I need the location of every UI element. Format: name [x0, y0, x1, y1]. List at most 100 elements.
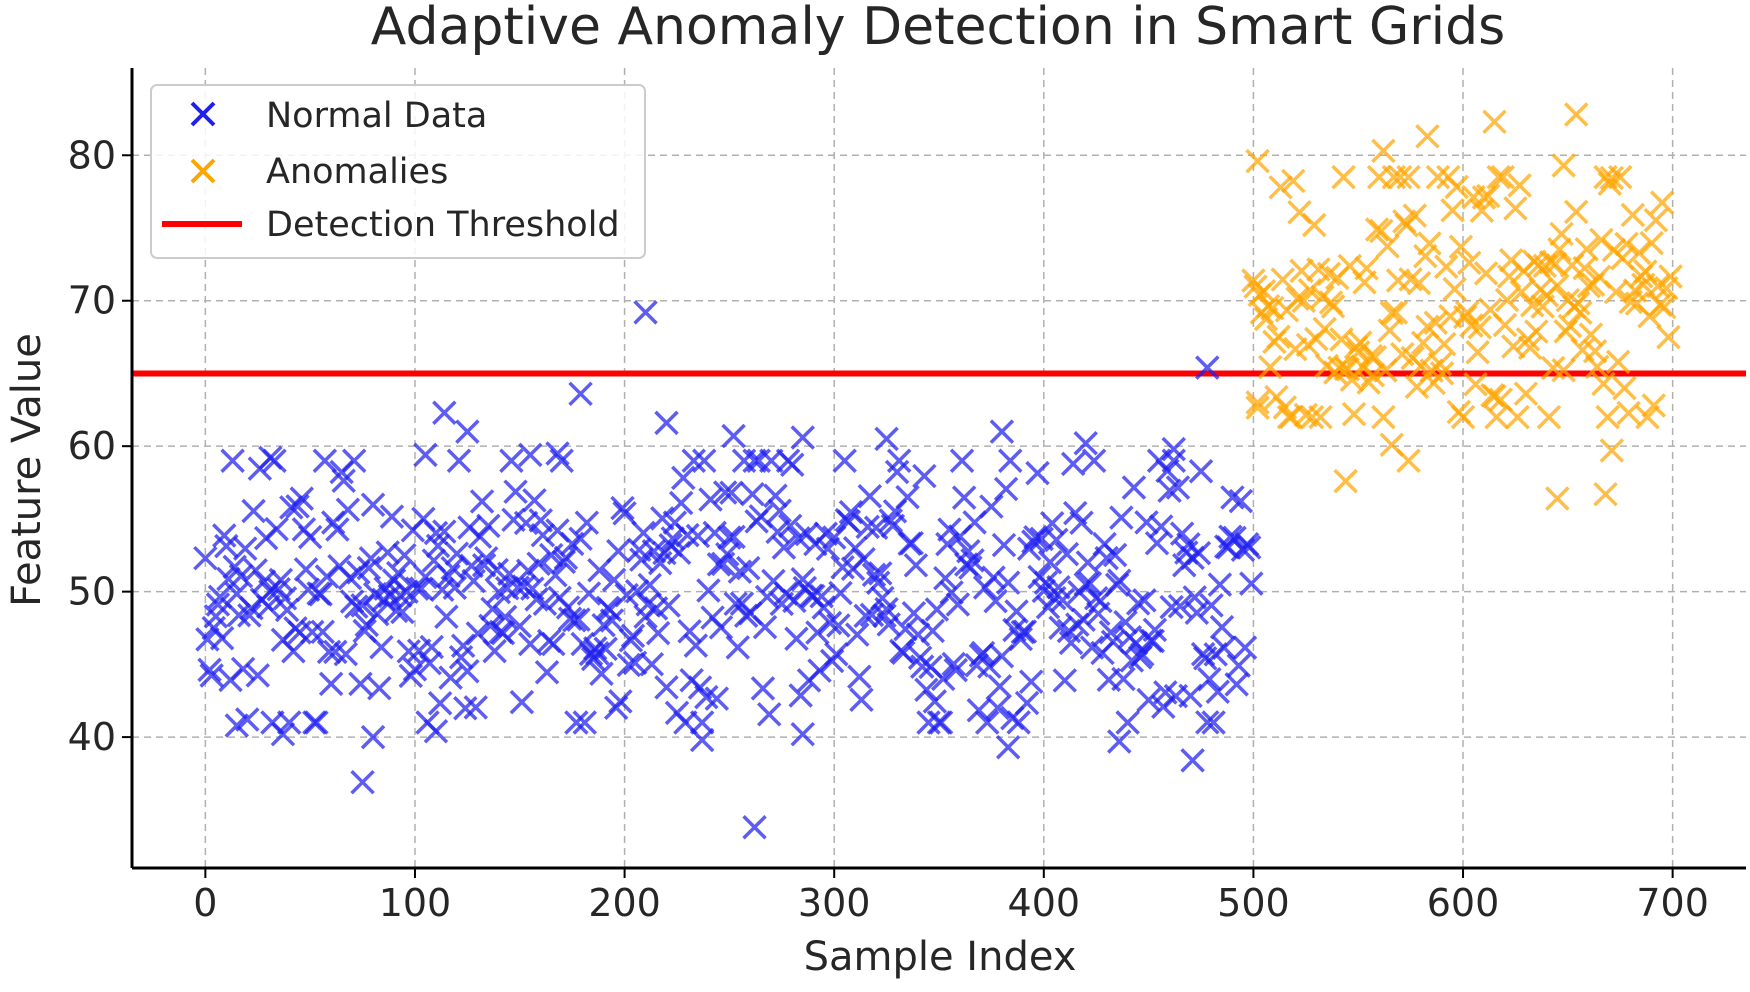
anomalies-point — [1656, 324, 1681, 350]
normal-data-point — [1016, 536, 1042, 561]
anomalies-point — [1610, 246, 1635, 271]
normal-data-point — [857, 484, 883, 509]
normal-data-point — [746, 448, 771, 473]
anomalies-point — [1467, 315, 1493, 340]
anomalies-point — [1301, 212, 1327, 238]
normal-data-point — [564, 710, 589, 735]
legend-item-anomalies: Anomalies — [190, 152, 448, 192]
normal-data-point — [1077, 571, 1103, 596]
anomalies-point — [1492, 312, 1518, 338]
normal-data-point — [1184, 600, 1210, 626]
normal-data-point — [683, 633, 709, 658]
anomalies-point — [1444, 174, 1469, 200]
normal-data-point — [541, 631, 566, 657]
anomalies-point — [1505, 404, 1530, 430]
anomalies-outlier-point — [1371, 138, 1396, 164]
normal-data-point — [331, 468, 356, 493]
normal-data-point — [1165, 475, 1191, 500]
normal-data-point — [402, 657, 428, 682]
anomalies-point — [1568, 300, 1593, 325]
normal-data-point — [369, 634, 394, 660]
normal-data-point — [1058, 630, 1084, 656]
normal-data-point — [469, 489, 495, 514]
anomalies-point — [1612, 375, 1637, 401]
normal-data-point — [721, 524, 746, 550]
normal-data-point — [1069, 510, 1094, 535]
normal-data-point — [297, 524, 323, 550]
normal-data-point — [995, 570, 1021, 595]
normal-data-point — [348, 671, 373, 697]
normal-data-point — [1031, 578, 1057, 604]
anomalies-point — [1369, 218, 1394, 244]
anomalies-outlier-point — [1545, 486, 1570, 511]
anomalies-point — [1551, 358, 1576, 383]
normal-data-point — [668, 490, 694, 516]
anomalies-point — [1417, 231, 1442, 256]
normal-data-point — [606, 538, 631, 564]
normal-data-point — [983, 588, 1008, 614]
normal-data-point — [515, 558, 541, 584]
normal-data-point — [232, 536, 258, 561]
normal-data-point — [1136, 687, 1161, 713]
x-tick-label-4: 400 — [1008, 881, 1081, 925]
normal-data-point — [442, 575, 468, 600]
normal-data-point — [499, 448, 524, 473]
normal-data-outlier-point — [790, 425, 815, 450]
normal-data-point — [941, 651, 966, 677]
normal-data-point — [530, 522, 556, 548]
anomalies-point — [1406, 270, 1432, 296]
normal-data-point — [930, 666, 956, 692]
normal-data-point — [526, 551, 551, 577]
normal-data-point — [344, 594, 369, 619]
anomalies-point — [1341, 401, 1367, 427]
anomalies-point — [1356, 370, 1381, 395]
normal-data-point — [318, 671, 344, 697]
normal-data-outlier-point — [989, 419, 1015, 444]
anomalies-point — [1371, 404, 1396, 430]
normal-data-point — [694, 684, 719, 710]
normal-data-outlier-point — [568, 381, 593, 407]
normal-data-point — [1211, 635, 1237, 660]
normal-data-point — [385, 560, 411, 586]
legend-item-detection-threshold: Detection Threshold — [162, 205, 620, 245]
normal-data-point — [325, 517, 350, 542]
normal-data-point — [471, 552, 497, 578]
normal-data-point — [765, 519, 790, 545]
normal-data-outlier-point — [874, 426, 899, 452]
normal-data-point — [1186, 540, 1212, 566]
normal-data-point — [949, 448, 975, 473]
y-tick-label-3: 70 — [68, 279, 116, 323]
normal-data-point — [492, 604, 518, 630]
normal-data-point — [608, 689, 633, 714]
normal-data-point — [419, 634, 444, 660]
normal-data-point — [480, 596, 505, 622]
normal-data-outlier-point — [455, 419, 480, 444]
normal-data-point — [788, 683, 813, 708]
normal-data-point — [991, 532, 1017, 558]
normal-data-point — [1144, 530, 1170, 556]
anomalies-point — [1482, 384, 1507, 409]
normal-data-point — [998, 448, 1023, 473]
y-tick-label-4: 80 — [68, 133, 116, 177]
normal-data-point — [205, 592, 231, 617]
normal-data-point — [985, 695, 1010, 721]
normal-data-point — [1050, 587, 1075, 613]
normal-data-point — [1094, 545, 1119, 571]
anomalies-point — [1597, 171, 1622, 197]
normal-data-point — [681, 448, 706, 473]
y-tick-label-2: 60 — [68, 424, 116, 468]
anomalies-point — [1486, 164, 1511, 190]
normal-data-point — [780, 452, 805, 477]
normal-data-point — [549, 448, 574, 473]
legend-marker-normal-data — [190, 101, 216, 127]
normal-data-point — [572, 710, 597, 735]
y-tick-label-1: 50 — [68, 570, 116, 614]
normal-data-point — [656, 593, 681, 618]
normal-data-point — [696, 578, 721, 603]
x-tick-label-0: 0 — [193, 881, 217, 925]
normal-data-point — [1008, 626, 1033, 652]
normal-data-point — [698, 487, 723, 512]
anomalies-point — [1442, 276, 1467, 302]
anomalies-point — [1266, 324, 1291, 350]
normal-data-point — [209, 626, 235, 651]
